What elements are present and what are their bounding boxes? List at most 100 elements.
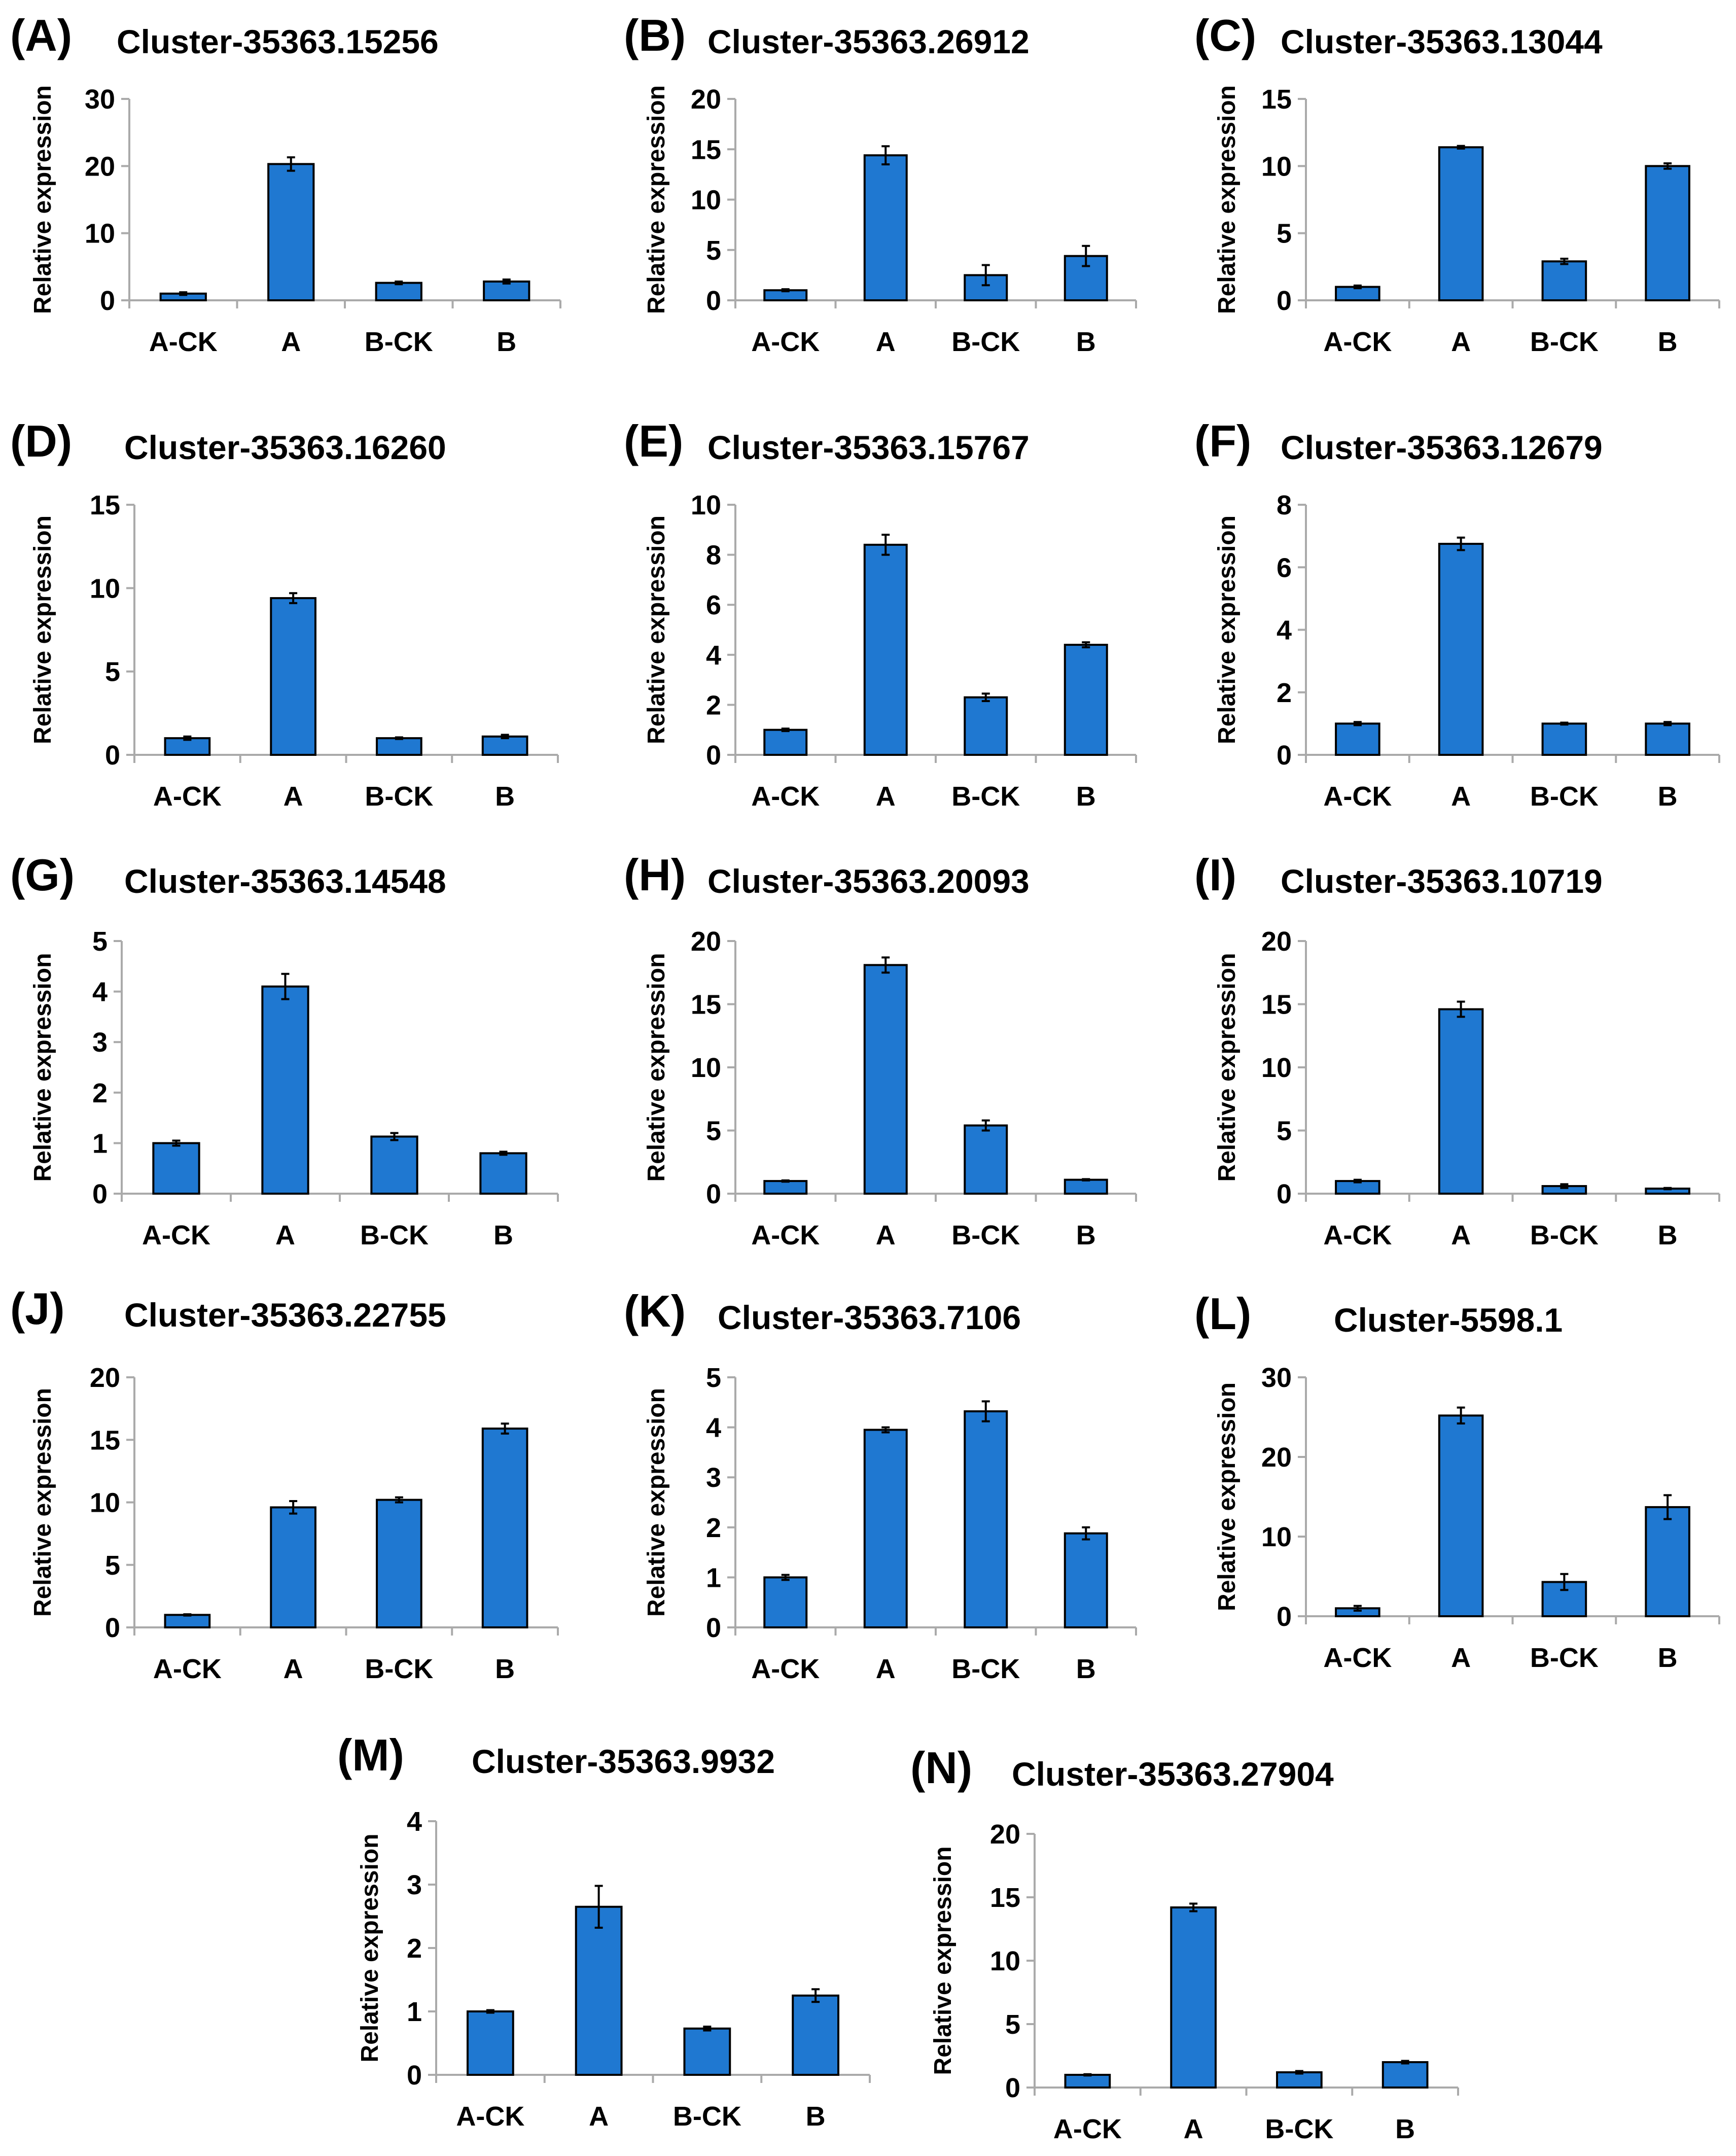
- x-tick-label: A: [876, 327, 896, 357]
- y-axis-title: Relative expression: [930, 1847, 956, 2075]
- x-tick-label: B: [1658, 1220, 1678, 1250]
- y-tick-label: 20: [691, 84, 721, 115]
- y-tick-label: 5: [706, 235, 721, 266]
- x-tick-label: B-CK: [673, 2101, 741, 2132]
- chart-title: Cluster-35363.9932: [472, 1743, 775, 1780]
- x-tick-label: A: [284, 781, 303, 812]
- x-tick-label: B: [1658, 1643, 1678, 1673]
- chart-panel-h: (H) Cluster-35363.20093 0 5 10 15 20 Relative e…: [624, 850, 1137, 1250]
- bar-a-ck: [1335, 722, 1380, 756]
- y-tick-label: 10: [90, 573, 120, 604]
- chart-title: Cluster-35363.15256: [117, 23, 439, 60]
- x-tick-label: A: [275, 1220, 295, 1250]
- bar-b-ck: [370, 1135, 418, 1195]
- y-tick-label: 0: [92, 1179, 108, 1209]
- x-tick-label: B-CK: [365, 327, 433, 357]
- y-tick-label: 2: [706, 1513, 721, 1543]
- x-tick-label: B-CK: [365, 781, 433, 812]
- chart-panel-m: (M) Cluster-35363.9932 0 1 2 3 4 Relative expre…: [337, 1730, 871, 2132]
- panel-label: (I): [1194, 850, 1236, 900]
- y-axis-title: Relative expression: [1214, 85, 1241, 314]
- bar-a-ck: [763, 1576, 808, 1628]
- y-tick-label: 0: [706, 286, 721, 316]
- y-axis-title: Relative expression: [29, 515, 56, 744]
- panel-label: (B): [624, 10, 686, 60]
- y-tick-label: 4: [407, 1806, 422, 1837]
- y-tick-label: 2: [706, 690, 721, 720]
- x-tick-label: A-CK: [456, 2101, 524, 2132]
- x-tick-label: B: [806, 2101, 826, 2132]
- x-tick-label: B-CK: [360, 1220, 429, 1250]
- x-tick-label: A-CK: [751, 1220, 820, 1250]
- y-tick-label: 10: [691, 490, 721, 520]
- x-tick-label: B: [1076, 327, 1096, 357]
- panel-label: (M): [337, 1730, 404, 1780]
- y-tick-label: 0: [1277, 740, 1292, 771]
- bar-a: [1438, 1414, 1484, 1618]
- x-tick-label: B: [497, 327, 516, 357]
- y-axis-title: Relative expression: [29, 953, 56, 1182]
- bar-b: [1064, 644, 1108, 756]
- x-tick-label: B-CK: [1530, 327, 1599, 357]
- bar-a: [270, 597, 316, 756]
- chart-panel-k: (K) Cluster-35363.7106 0 1 2 3 4 5 Relative expr…: [624, 1286, 1137, 1684]
- y-tick-label: 10: [85, 219, 115, 249]
- y-tick-label: 6: [706, 590, 721, 620]
- y-tick-label: 4: [706, 640, 721, 671]
- bar-b: [481, 1428, 528, 1628]
- y-tick-label: 15: [90, 490, 120, 520]
- x-tick-label: B-CK: [951, 327, 1020, 357]
- x-tick-label: A-CK: [1323, 1220, 1392, 1250]
- x-tick-label: A: [281, 327, 301, 357]
- panel-label: (C): [1194, 10, 1256, 60]
- bar-b-ck: [376, 737, 422, 756]
- y-axis-title: Relative expression: [1214, 515, 1241, 744]
- chart-title: Cluster-35363.7106: [718, 1299, 1021, 1336]
- panel-label: (D): [10, 416, 72, 466]
- x-tick-label: A: [1451, 1220, 1471, 1250]
- x-tick-label: A-CK: [1323, 1643, 1392, 1673]
- chart-title: Cluster-35363.15767: [707, 429, 1030, 466]
- panel-label: (L): [1194, 1289, 1251, 1339]
- x-tick-label: A-CK: [751, 781, 820, 812]
- x-tick-label: A: [876, 1220, 896, 1250]
- bar-b: [1381, 2061, 1429, 2089]
- y-tick-label: 0: [706, 1179, 721, 1209]
- x-tick-label: A: [284, 1654, 303, 1684]
- y-tick-label: 10: [691, 1053, 721, 1083]
- y-axis-title: Relative expression: [643, 85, 670, 314]
- panel-label: (F): [1194, 416, 1251, 466]
- y-tick-label: 10: [1261, 151, 1292, 182]
- x-tick-label: A-CK: [142, 1220, 210, 1250]
- x-tick-label: A: [589, 2101, 609, 2132]
- chart-title: Cluster-35363.20093: [707, 862, 1030, 900]
- y-axis-title: Relative expression: [1214, 1382, 1241, 1611]
- y-tick-label: 0: [1277, 1602, 1292, 1632]
- y-tick-label: 10: [990, 1946, 1020, 1976]
- bar-a: [863, 154, 908, 301]
- x-tick-label: A-CK: [751, 1654, 820, 1684]
- bar-a: [863, 1429, 908, 1629]
- y-tick-label: 0: [1005, 2073, 1020, 2103]
- y-tick-label: 15: [990, 1883, 1020, 1913]
- x-tick-label: B: [1076, 1220, 1096, 1250]
- y-axis-title: Relative expression: [643, 953, 670, 1182]
- y-tick-label: 5: [706, 1363, 721, 1393]
- y-tick-label: 5: [105, 1550, 120, 1581]
- bar-a-ck: [1064, 2074, 1111, 2089]
- y-tick-label: 10: [1261, 1522, 1292, 1552]
- bar-a-ck: [763, 728, 808, 756]
- chart-title: Cluster-35363.26912: [707, 23, 1030, 60]
- bar-a: [1438, 1008, 1484, 1195]
- y-tick-label: 5: [92, 926, 108, 957]
- panel-label: (E): [624, 416, 683, 466]
- y-tick-label: 20: [85, 151, 115, 182]
- y-tick-label: 15: [691, 990, 721, 1020]
- bar-b-ck: [376, 1499, 422, 1629]
- x-tick-label: A: [876, 781, 896, 812]
- x-tick-label: A: [1451, 1643, 1471, 1673]
- bar-b: [481, 735, 528, 756]
- bar-b: [1064, 1178, 1108, 1195]
- y-tick-label: 1: [407, 1997, 422, 2027]
